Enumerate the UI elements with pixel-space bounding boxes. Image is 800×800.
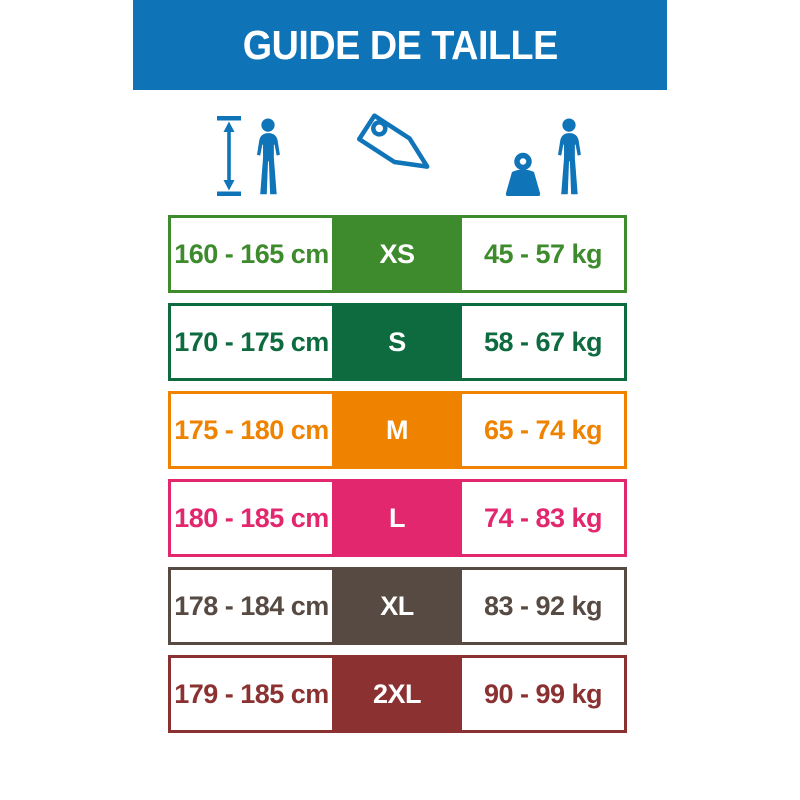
size-row: 179 - 185 cm 2XL 90 - 99 kg (168, 655, 627, 733)
person-icon (257, 118, 280, 195)
size-row: 175 - 180 cm M 65 - 74 kg (168, 391, 627, 469)
size-badge: S (332, 306, 462, 378)
page-title: GUIDE DE TAILLE (242, 21, 558, 68)
size-row: 160 - 165 cm XS 45 - 57 kg (168, 215, 627, 293)
size-row: 178 - 184 cm XL 83 - 92 kg (168, 567, 627, 645)
size-badge: L (332, 482, 462, 554)
weight-range: 65 - 74 kg (483, 414, 603, 445)
height-range: 160 - 165 cm (174, 238, 329, 269)
person-icon (558, 118, 581, 195)
size-badge: XL (332, 570, 462, 642)
height-arrow-icon (217, 116, 241, 196)
size-badge: 2XL (332, 658, 462, 730)
height-range: 170 - 175 cm (174, 326, 329, 357)
size-table: 160 - 165 cm XS 45 - 57 kg 170 - 175 cm … (168, 215, 627, 743)
weight-range: 74 - 83 kg (483, 502, 603, 533)
height-range: 180 - 185 cm (174, 502, 329, 533)
size-badge: M (332, 394, 462, 466)
height-legend (216, 116, 285, 196)
weight-range: 45 - 57 kg (483, 238, 603, 269)
weight-legend (503, 118, 586, 196)
weight-range: 83 - 92 kg (483, 590, 603, 621)
size-badge: XS (332, 218, 462, 290)
weight-range: 90 - 99 kg (483, 678, 603, 709)
weight-range: 58 - 67 kg (483, 326, 603, 357)
height-range: 178 - 184 cm (174, 590, 329, 621)
header-banner: GUIDE DE TAILLE (133, 0, 667, 90)
size-row: 170 - 175 cm S 58 - 67 kg (168, 303, 627, 381)
weight-icon (505, 152, 541, 196)
legend-icons (0, 112, 800, 200)
tag-legend (345, 108, 449, 186)
height-range: 179 - 185 cm (174, 678, 329, 709)
size-tag-icon (356, 113, 430, 169)
size-row: 180 - 185 cm L 74 - 83 kg (168, 479, 627, 557)
height-range: 175 - 180 cm (174, 414, 329, 445)
